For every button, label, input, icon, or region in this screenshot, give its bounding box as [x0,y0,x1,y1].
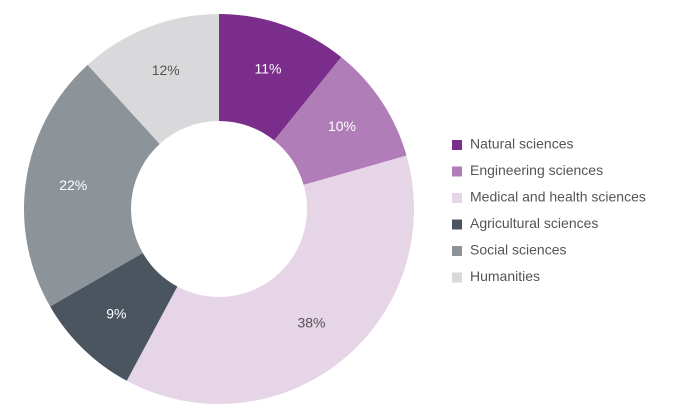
legend-label: Natural sciences [470,136,574,152]
legend-swatch [452,140,462,150]
data-label: 22% [59,177,87,193]
data-label: 12% [152,62,180,78]
legend-label: Agricultural sciences [470,215,598,231]
donut-segment [50,253,178,381]
legend-swatch [452,219,462,230]
data-label: 10% [328,118,356,134]
donut-segment [274,57,407,185]
legend-label: Engineering sciences [470,162,603,178]
legend-swatch [452,166,462,177]
legend-label: Medical and health sciences [470,189,646,205]
donut-segment [126,155,414,404]
legend-label: Humanities [470,268,540,284]
donut-segment [219,14,342,141]
legend-label: Social sciences [470,242,567,258]
donut-segment [87,14,219,144]
data-label: 38% [297,315,325,331]
data-label: 11% [255,61,282,77]
donut-segment [23,64,160,307]
legend-swatch [452,193,462,203]
legend-swatch [452,246,462,256]
legend-swatch [452,272,462,283]
data-label: 9% [106,306,126,322]
